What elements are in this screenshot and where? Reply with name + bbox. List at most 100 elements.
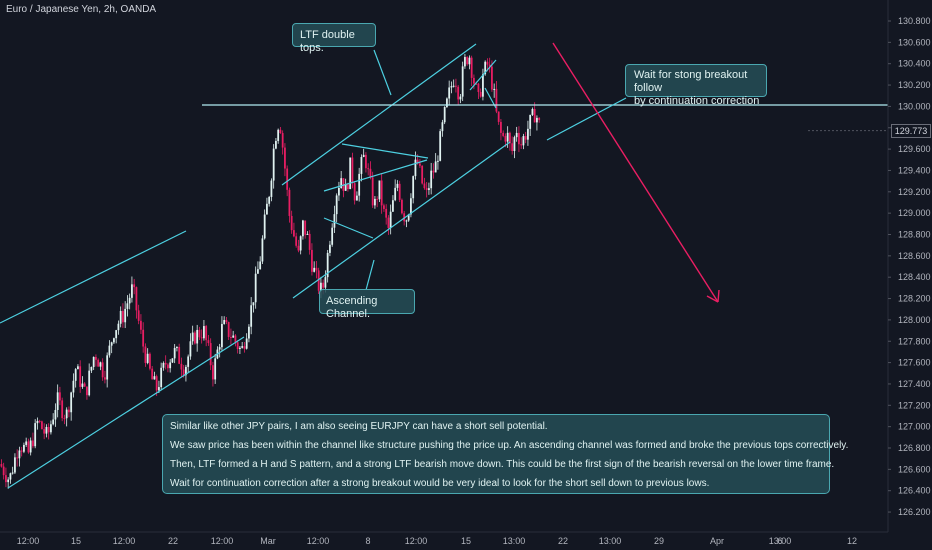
candle-body — [281, 133, 284, 148]
candle-body — [500, 121, 502, 133]
candle-body — [423, 183, 426, 189]
candle-body — [176, 347, 178, 349]
candle-body — [511, 143, 514, 152]
candle-body — [59, 392, 61, 401]
candle-body — [38, 420, 41, 422]
candle-body — [482, 74, 484, 97]
time-tick-label: 12:00 — [405, 536, 428, 546]
candle-body — [20, 450, 23, 452]
candle-body — [331, 227, 334, 245]
time-tick-label: 12:00 — [307, 536, 330, 546]
candle-body — [203, 326, 205, 339]
candle-body — [369, 168, 372, 178]
candle-body — [243, 346, 246, 349]
candle-body — [169, 362, 172, 369]
candle-body — [77, 366, 79, 370]
candle-body — [524, 136, 527, 140]
candle-body — [43, 429, 46, 434]
candle-body — [468, 57, 471, 65]
candle-body — [315, 267, 318, 271]
price-tick-label: 129.600 — [898, 144, 931, 154]
candle-body — [455, 85, 457, 87]
candle-body — [434, 161, 437, 173]
candle-body — [279, 129, 282, 134]
candle-body — [509, 132, 511, 144]
candle-body — [92, 356, 95, 367]
candle-body — [470, 57, 473, 78]
candle-body — [223, 319, 226, 324]
candle-body — [173, 347, 176, 359]
candle-body — [322, 282, 325, 288]
candle-body — [54, 409, 57, 420]
bearish-arrow-head-a — [706, 295, 719, 303]
breakout-callout: Wait for stong breakout follow by contin… — [625, 64, 767, 107]
candle-body — [189, 341, 192, 357]
candle-body — [56, 392, 59, 410]
candle-body — [164, 362, 167, 365]
candle-body — [18, 450, 21, 459]
candle-body — [131, 284, 133, 298]
candle-body — [25, 441, 28, 445]
candle-body — [36, 420, 39, 424]
candle-body — [412, 176, 415, 199]
candle-body — [441, 122, 444, 132]
candle-body — [277, 129, 280, 141]
candle-body — [324, 277, 327, 288]
price-tick-label: 130.600 — [898, 37, 931, 47]
candle-body — [209, 343, 212, 366]
candle-body — [272, 148, 275, 181]
candle-body — [45, 426, 48, 434]
candle-body — [320, 282, 322, 291]
time-tick-label: 12:00 — [17, 536, 40, 546]
candle-body — [68, 409, 70, 413]
candle-body — [248, 326, 250, 339]
price-tick-label: 127.600 — [898, 358, 931, 368]
candle-body — [446, 98, 448, 108]
candle-body — [495, 88, 498, 112]
time-tick-label: 13:00 — [503, 536, 526, 546]
candle-body — [81, 383, 84, 387]
candle-body — [158, 387, 160, 391]
candle-body — [371, 177, 374, 206]
candle-body — [520, 144, 523, 146]
candle-body — [178, 347, 181, 364]
candle-body — [146, 353, 149, 363]
candle-body — [117, 323, 120, 331]
candle-body — [90, 366, 93, 371]
candle-body — [187, 356, 190, 367]
candle-body — [484, 61, 487, 75]
candle-body — [115, 330, 118, 339]
candle-body — [50, 424, 52, 433]
candle-body — [135, 287, 138, 311]
candle-body — [32, 440, 34, 447]
candle-body — [466, 57, 469, 65]
candle-body — [252, 302, 255, 306]
candle-body — [155, 376, 158, 391]
candle-body — [110, 342, 113, 346]
candle-body — [367, 168, 370, 170]
price-tick-label: 130.400 — [898, 59, 931, 69]
candle-body — [338, 187, 340, 196]
price-tick-label: 127.800 — [898, 336, 931, 346]
candle-body — [70, 392, 73, 413]
candle-body — [254, 273, 257, 303]
trend-drawings — [0, 42, 888, 489]
candle-body — [63, 418, 66, 420]
candle-body — [236, 342, 239, 349]
ltf-top-line — [341, 143, 429, 159]
time-tick-label: 12 — [847, 536, 857, 546]
candle-body — [0, 464, 3, 467]
candle-body — [86, 386, 88, 396]
candle-body — [97, 359, 100, 367]
candle-body — [101, 362, 104, 378]
candle-body — [52, 419, 55, 425]
candle-body — [185, 366, 187, 376]
candle-body — [326, 252, 329, 278]
candle-body — [302, 220, 304, 237]
note-line-4: Wait for continuation correction after a… — [170, 478, 710, 489]
candle-body — [308, 233, 311, 250]
candle-body — [250, 305, 253, 327]
candle-body — [344, 184, 347, 191]
candle-body — [140, 320, 142, 330]
